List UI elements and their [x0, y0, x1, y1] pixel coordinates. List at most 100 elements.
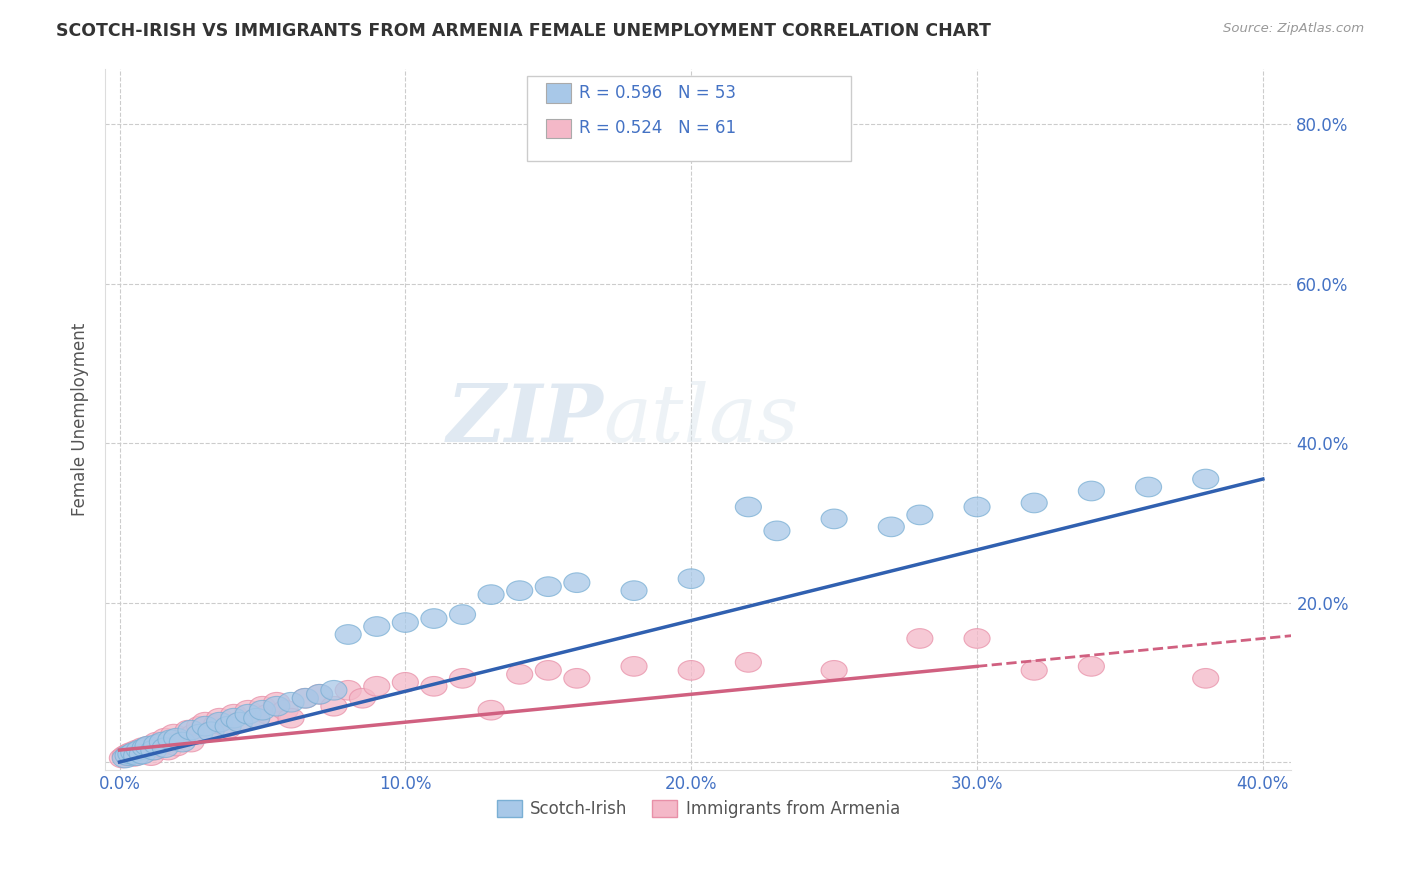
- Ellipse shape: [176, 721, 201, 740]
- Ellipse shape: [321, 697, 347, 716]
- Ellipse shape: [155, 740, 181, 760]
- Ellipse shape: [321, 681, 347, 700]
- Ellipse shape: [149, 735, 176, 755]
- Ellipse shape: [235, 705, 262, 724]
- Ellipse shape: [249, 697, 276, 716]
- Ellipse shape: [152, 728, 179, 747]
- Ellipse shape: [821, 661, 848, 681]
- Ellipse shape: [763, 521, 790, 541]
- Ellipse shape: [243, 708, 270, 728]
- Ellipse shape: [179, 721, 204, 740]
- Ellipse shape: [129, 744, 156, 764]
- Ellipse shape: [450, 605, 475, 624]
- Ellipse shape: [135, 736, 162, 756]
- Ellipse shape: [110, 748, 135, 768]
- Ellipse shape: [278, 692, 304, 712]
- Ellipse shape: [907, 629, 934, 648]
- Ellipse shape: [335, 624, 361, 644]
- Ellipse shape: [478, 585, 505, 605]
- Text: atlas: atlas: [603, 381, 799, 458]
- Ellipse shape: [146, 738, 173, 757]
- Ellipse shape: [264, 692, 290, 712]
- Ellipse shape: [157, 730, 184, 749]
- Ellipse shape: [879, 517, 904, 537]
- Ellipse shape: [127, 740, 153, 760]
- Ellipse shape: [226, 713, 253, 732]
- Ellipse shape: [169, 732, 195, 752]
- Ellipse shape: [1078, 657, 1105, 676]
- Ellipse shape: [564, 668, 591, 688]
- Ellipse shape: [335, 681, 361, 700]
- Ellipse shape: [273, 700, 298, 720]
- Ellipse shape: [215, 716, 242, 736]
- Ellipse shape: [536, 661, 561, 681]
- Ellipse shape: [350, 689, 375, 708]
- Ellipse shape: [307, 684, 333, 704]
- Y-axis label: Female Unemployment: Female Unemployment: [72, 323, 89, 516]
- Ellipse shape: [364, 616, 389, 636]
- Ellipse shape: [292, 689, 318, 708]
- Text: R = 0.524   N = 61: R = 0.524 N = 61: [579, 120, 737, 137]
- Ellipse shape: [621, 657, 647, 676]
- Text: Source: ZipAtlas.com: Source: ZipAtlas.com: [1223, 22, 1364, 36]
- Ellipse shape: [160, 724, 187, 744]
- Ellipse shape: [235, 700, 262, 720]
- Ellipse shape: [292, 689, 318, 708]
- Ellipse shape: [420, 676, 447, 696]
- Ellipse shape: [198, 722, 224, 741]
- Ellipse shape: [621, 581, 647, 600]
- Ellipse shape: [226, 713, 253, 732]
- Ellipse shape: [307, 684, 333, 704]
- Ellipse shape: [1021, 493, 1047, 513]
- Ellipse shape: [965, 629, 990, 648]
- Ellipse shape: [420, 608, 447, 628]
- Ellipse shape: [1192, 668, 1219, 688]
- Ellipse shape: [1192, 469, 1219, 489]
- Ellipse shape: [478, 700, 505, 720]
- Ellipse shape: [124, 746, 149, 765]
- Ellipse shape: [506, 665, 533, 684]
- Ellipse shape: [141, 740, 167, 760]
- Ellipse shape: [115, 744, 141, 764]
- Ellipse shape: [179, 732, 204, 752]
- Ellipse shape: [1021, 661, 1047, 681]
- Ellipse shape: [163, 728, 190, 747]
- Ellipse shape: [124, 740, 149, 760]
- Ellipse shape: [204, 714, 229, 733]
- Ellipse shape: [536, 577, 561, 597]
- Ellipse shape: [821, 509, 848, 529]
- Ellipse shape: [1078, 481, 1105, 500]
- Ellipse shape: [141, 740, 167, 760]
- Ellipse shape: [187, 716, 212, 736]
- Ellipse shape: [907, 505, 934, 524]
- Ellipse shape: [181, 724, 207, 744]
- Ellipse shape: [735, 497, 762, 516]
- Ellipse shape: [193, 713, 218, 732]
- Ellipse shape: [243, 708, 270, 728]
- Ellipse shape: [249, 700, 276, 720]
- Ellipse shape: [118, 743, 143, 763]
- Ellipse shape: [278, 708, 304, 728]
- Ellipse shape: [169, 728, 195, 747]
- Ellipse shape: [152, 738, 179, 757]
- Ellipse shape: [207, 708, 232, 728]
- Ellipse shape: [143, 732, 170, 752]
- Ellipse shape: [138, 746, 165, 765]
- Ellipse shape: [207, 713, 232, 732]
- Ellipse shape: [118, 744, 143, 764]
- Ellipse shape: [450, 668, 475, 688]
- Ellipse shape: [221, 708, 247, 728]
- Ellipse shape: [187, 724, 212, 744]
- Ellipse shape: [127, 744, 153, 764]
- Ellipse shape: [121, 747, 146, 766]
- Ellipse shape: [392, 673, 419, 692]
- Ellipse shape: [149, 732, 176, 752]
- Ellipse shape: [121, 743, 146, 763]
- Legend: Scotch-Irish, Immigrants from Armenia: Scotch-Irish, Immigrants from Armenia: [491, 793, 907, 825]
- Text: ZIP: ZIP: [447, 381, 603, 458]
- Ellipse shape: [965, 497, 990, 516]
- Ellipse shape: [254, 705, 281, 724]
- Ellipse shape: [112, 748, 138, 768]
- Text: SCOTCH-IRISH VS IMMIGRANTS FROM ARMENIA FEMALE UNEMPLOYMENT CORRELATION CHART: SCOTCH-IRISH VS IMMIGRANTS FROM ARMENIA …: [56, 22, 991, 40]
- Ellipse shape: [112, 746, 138, 765]
